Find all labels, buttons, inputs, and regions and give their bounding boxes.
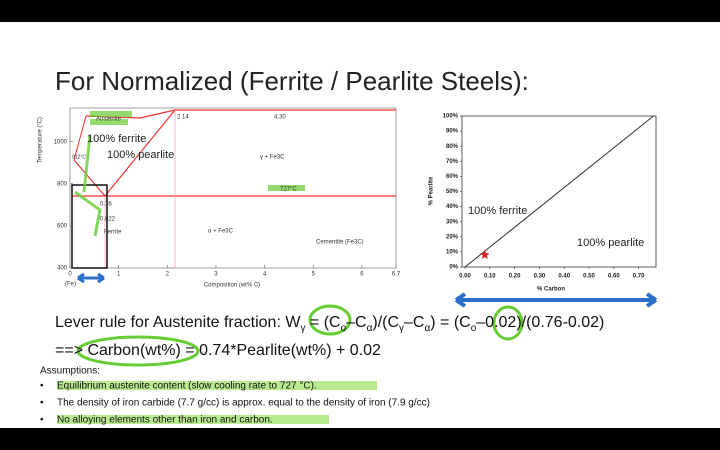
bullet: • xyxy=(40,381,44,392)
assumptions-heading: Assumptions: xyxy=(40,366,100,377)
focus-box xyxy=(71,184,108,269)
assumption: Equilibrium austenite content (slow cool… xyxy=(57,381,317,392)
bullet: • xyxy=(40,398,44,409)
x-tick-label: 0.10 xyxy=(484,274,496,280)
formula-text: –C xyxy=(346,314,366,331)
region-label: Ferrite xyxy=(104,230,122,236)
formula-text: )/(C xyxy=(372,314,399,331)
y-tick-label: 50% xyxy=(446,189,459,195)
y-tick-label: 60% xyxy=(446,174,459,180)
y-tick-label: 10% xyxy=(446,249,459,255)
highlight xyxy=(57,415,329,424)
highlight xyxy=(74,134,102,237)
carbon-formula: ==> Carbon(wt%) = 0.74*Pearlite(wt%) + 0… xyxy=(55,342,381,359)
subscript: o xyxy=(471,323,477,334)
y-tick-label: 400 xyxy=(57,266,68,272)
temperature-label: 727°C xyxy=(280,187,297,193)
assumption: The density of iron carbide (7.7 g/cc) i… xyxy=(57,398,430,409)
y-axis-label: Temperature (°C) xyxy=(38,117,44,163)
region-label: Austenite xyxy=(96,117,122,123)
y-tick-label: 20% xyxy=(446,234,459,240)
bullet: • xyxy=(40,415,44,426)
formula-text: ) = (C xyxy=(430,314,470,331)
temperature-label: 912°C xyxy=(72,154,86,160)
guide-lines xyxy=(104,110,176,268)
slide-background xyxy=(0,22,720,428)
y-tick-label: 90% xyxy=(446,129,459,135)
y-tick-label: 30% xyxy=(446,219,459,225)
axis-note: (Fe) xyxy=(65,282,76,288)
x-tick-label: 0.00 xyxy=(459,274,471,280)
highlight xyxy=(76,335,200,367)
y-tick-label: 80% xyxy=(446,144,459,150)
annotation: 100% ferrite xyxy=(468,205,527,217)
x-tick-label: 0.20 xyxy=(509,274,521,280)
composition-label: 2.14 xyxy=(177,115,189,121)
pearlite-chart: % Carbon % Pearlite 100% ferrite 100% pe… xyxy=(429,114,658,308)
annotation: 100% pearlite xyxy=(107,149,174,161)
x-axis-label: % Carbon xyxy=(537,287,565,293)
y-tick-label: 40% xyxy=(446,204,459,210)
y-tick-label: 1000 xyxy=(54,139,68,145)
formula-text: –C xyxy=(404,314,424,331)
x-tick-label: 2 xyxy=(166,272,170,278)
y-tick-label: 100% xyxy=(443,114,459,120)
x-tick-label: 0.40 xyxy=(558,274,570,280)
formula-text: Lever rule for Austenite fraction: W xyxy=(55,314,301,331)
x-axis-label: Composition (wt% C) xyxy=(204,283,260,289)
x-tick-label: 0.50 xyxy=(583,274,595,280)
highlight xyxy=(57,381,377,390)
plot-frame xyxy=(69,107,397,269)
range-arrow xyxy=(77,272,105,284)
region-label: γ + Fe3C xyxy=(260,155,285,161)
assumption: No alloying elements other than iron and… xyxy=(57,415,273,426)
range-arrow xyxy=(454,292,658,308)
subscript: γ xyxy=(399,323,404,334)
highlight xyxy=(90,111,305,191)
x-tick-label: 4 xyxy=(263,272,267,278)
region-label: Cementite (Fe3C) xyxy=(316,240,364,246)
y-tick-label: 0% xyxy=(449,265,458,271)
region-label: α + Fe3C xyxy=(208,229,234,235)
x-tick-label: 0.30 xyxy=(534,274,546,280)
annotation: 100% pearlite xyxy=(577,237,644,249)
lever-rule: Lever rule for Austenite fraction: Wγ = … xyxy=(55,314,604,334)
y-tick-label: 70% xyxy=(446,159,459,165)
x-tick-label: 6.7 xyxy=(392,272,401,278)
x-tick-label: 0.70 xyxy=(633,274,645,280)
subscript: α xyxy=(424,323,430,334)
y-tick-label: 600 xyxy=(57,223,68,229)
star-marker xyxy=(480,249,490,259)
composition-label: 0.022 xyxy=(100,217,116,223)
y-tick-label: 800 xyxy=(57,181,68,187)
x-tick-label: 0.60 xyxy=(608,274,620,280)
y-axis-label: % Pearlite xyxy=(429,176,435,205)
formula-text: = (C xyxy=(305,314,340,331)
composition-label: 0.76 xyxy=(100,202,112,208)
x-tick-label: 1 xyxy=(117,272,121,278)
phase-diagram: Austenite 2.14 4.30 912°C γ + Fe3C 727°C… xyxy=(38,107,397,289)
annotation: 100% ferrite xyxy=(87,133,146,145)
subscript: o xyxy=(341,323,347,334)
subscript: α xyxy=(367,323,373,334)
slide-title: For Normalized (Ferrite / Pearlite Steel… xyxy=(55,66,529,96)
x-tick-label: 5 xyxy=(312,272,316,278)
subscript: γ xyxy=(300,323,305,334)
composition-label: 4.30 xyxy=(274,115,286,121)
highlight xyxy=(308,304,352,336)
data-line xyxy=(464,115,654,268)
x-tick-label: 0 xyxy=(68,272,72,278)
formula-text: –0.02)/(0.76-0.02) xyxy=(476,314,604,331)
x-tick-label: 6 xyxy=(360,272,364,278)
highlight xyxy=(492,305,524,341)
x-tick-label: 3 xyxy=(214,272,218,278)
